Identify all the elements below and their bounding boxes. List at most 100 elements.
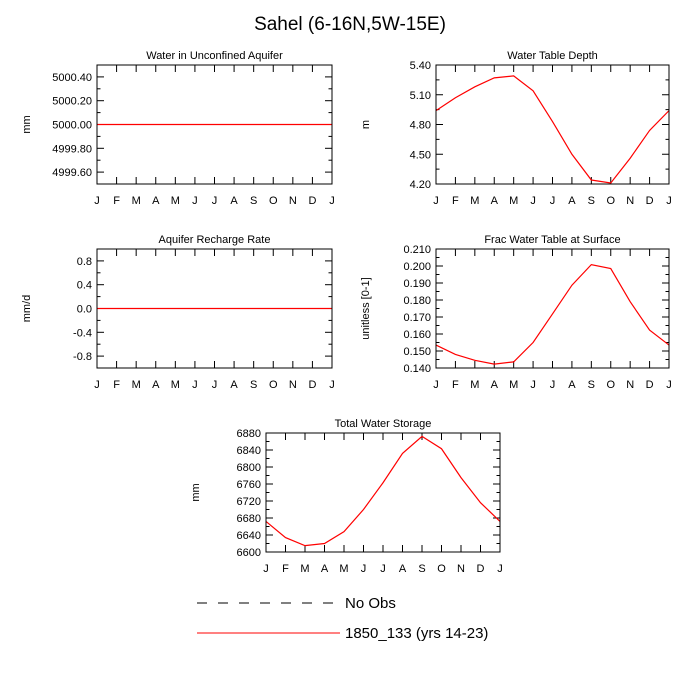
aquifer-ytick-label: 4999.60 [52,167,92,179]
tws-xtick-label: M [339,563,348,575]
fwt-xtick-label: A [491,379,499,391]
wtd-xtick-label: M [509,195,518,207]
legend-label: No Obs [345,595,396,612]
legend-label: 1850_133 (yrs 14-23) [345,625,488,642]
tws-chart: Total Water Storage mm 6600 6640 6680 6720 676… [190,418,503,575]
aquifer-ytick-label: 4999.80 [52,143,92,155]
tws-xtick-label: O [437,563,446,575]
tws-ytick-label: 6880 [237,428,261,440]
aquifer-xtick-label: J [192,195,198,207]
fwt-xtick-label: J [666,379,672,391]
aquifer-xtick-label: S [250,195,257,207]
tws-title: Total Water Storage [335,418,432,430]
tws-xtick-label: J [380,563,386,575]
aquifer-xtick-label: J [94,195,100,207]
fwt-series-line [435,263,670,365]
tws-xtick-label: A [399,563,407,575]
aquifer-frame [96,64,333,185]
wtd-title: Water Table Depth [507,50,598,62]
fwt-ytick-label: 0.180 [403,295,431,307]
wtd-xtick-label: F [452,195,459,207]
wtd-xtick-label: O [606,195,615,207]
tws-xtick-label: J [263,563,269,575]
fwt-xtick-label: M [470,379,479,391]
wtd-series-line [435,75,670,184]
wtd-ytick-label: 5.40 [410,60,431,72]
wtd-xtick-label: J [433,195,439,207]
recharge-xtick-label: J [329,379,335,391]
aquifer-title: Water in Unconfined Aquifer [146,50,283,62]
recharge-xtick-label: S [250,379,257,391]
aquifer-ylabel: mm [21,115,33,133]
aquifer-chart: Water in Unconfined Aquifer mm 4999.60 4999… [21,50,335,207]
aquifer-xtick-label: J [329,195,335,207]
tws-xtick-label: F [282,563,289,575]
recharge-chart: Aquifer Recharge Rate mm/d -0.8 -0.4 0.0 0.4 0… [21,234,335,391]
wtd-ticks [435,64,670,185]
recharge-xtick-label: J [192,379,198,391]
fwt-ylabel: unitless [0-1] [360,277,372,339]
aquifer-xtick-label: N [289,195,297,207]
recharge-xtick-label: A [152,379,160,391]
wtd-xtick-label: S [588,195,595,207]
tws-xtick-label: J [361,563,367,575]
recharge-xtick-label: M [132,379,141,391]
fwt-ytick-label: 0.160 [403,329,431,341]
aquifer-xtick-label: A [152,195,160,207]
tws-ytick-label: 6680 [237,513,261,525]
fwt-xtick-label: D [646,379,654,391]
tws-ytick-label: 6800 [237,462,261,474]
fwt-ytick-label: 0.150 [403,346,431,358]
tws-series-line [265,435,501,547]
fwt-ticks [435,248,670,369]
fwt-xtick-label: J [550,379,556,391]
recharge-ytick-label: 0.0 [77,304,92,316]
aquifer-xtick-label: J [212,195,218,207]
wtd-xtick-label: N [626,195,634,207]
aquifer-xtick-label: A [230,195,238,207]
fwt-xtick-label: J [530,379,536,391]
tws-ticks [265,432,501,553]
wtd-xtick-label: J [530,195,536,207]
tws-xtick-label: N [457,563,465,575]
wtd-xtick-label: A [568,195,576,207]
fwt-xtick-label: N [626,379,634,391]
fwt-xtick-label: J [433,379,439,391]
wtd-ylabel: m [360,120,372,129]
recharge-xtick-label: N [289,379,297,391]
wtd-frame [435,64,670,185]
recharge-ytick-label: 0.4 [77,280,92,292]
tws-ytick-label: 6760 [237,479,261,491]
recharge-xtick-label: A [230,379,238,391]
wtd-xtick-label: M [470,195,479,207]
aquifer-ytick-label: 5000.00 [52,120,92,132]
recharge-xtick-label: J [94,379,100,391]
fwt-ytick-label: 0.170 [403,312,431,324]
tws-ytick-label: 6720 [237,496,261,508]
recharge-ylabel: mm/d [21,295,33,323]
fwt-xtick-label: S [588,379,595,391]
wtd-xtick-label: D [646,195,654,207]
recharge-frame [96,248,333,369]
fwt-ytick-label: 0.140 [403,363,431,375]
aquifer-ytick-label: 5000.40 [52,72,92,84]
fwt-ytick-label: 0.200 [403,261,431,273]
aquifer-xtick-label: O [269,195,278,207]
tws-frame [265,432,501,553]
fwt-ytick-label: 0.210 [403,244,431,256]
recharge-title: Aquifer Recharge Rate [159,234,271,246]
fwt-title: Frac Water Table at Surface [484,234,620,246]
aquifer-ytick-label: 5000.20 [52,96,92,108]
page-title: Sahel (6-16N,5W-15E) [254,14,446,35]
tws-xtick-label: S [418,563,425,575]
recharge-ytick-label: 0.8 [77,256,92,268]
fwt-xtick-label: A [568,379,576,391]
wtd-xtick-label: A [491,195,499,207]
tws-xtick-label: M [300,563,309,575]
recharge-xtick-label: J [212,379,218,391]
tws-ytick-label: 6840 [237,445,261,457]
fwt-xtick-label: F [452,379,459,391]
recharge-xtick-label: M [171,379,180,391]
tws-xtick-label: J [497,563,503,575]
